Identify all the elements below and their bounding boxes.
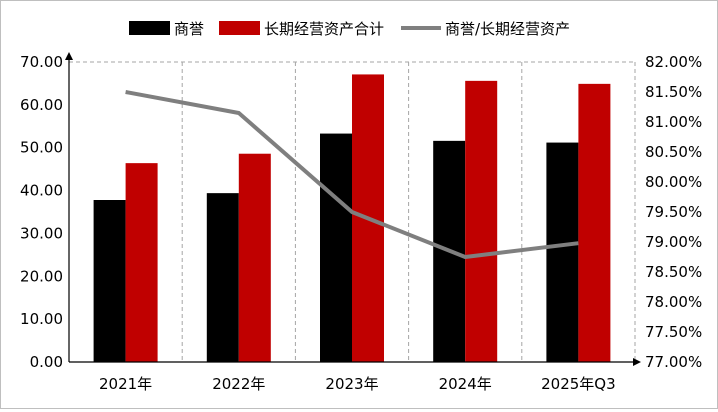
x-tick-label: 2022年 [212,375,265,393]
bar-long-term-assets-1 [239,154,271,362]
left-tick-label: 20.00 [20,267,63,285]
right-tick-label: 79.00% [645,233,702,251]
left-tick-label: 70.00 [20,53,63,71]
legend-label: 长期经营资产合计 [264,20,384,38]
bar-goodwill-1 [207,193,239,362]
right-tick-label: 77.00% [645,353,702,371]
x-tick-label: 2025年Q3 [541,375,616,393]
x-tick-label: 2024年 [439,375,492,393]
x-tick-label: 2023年 [325,375,378,393]
right-tick-label: 78.50% [645,263,702,281]
bar-long-term-assets-3 [465,81,497,362]
right-tick-label: 79.50% [645,203,702,221]
left-tick-label: 30.00 [20,224,63,242]
legend-label: 商誉/长期经营资产 [445,20,570,38]
bar-goodwill-4 [546,143,578,362]
x-tick-label: 2021年 [99,375,152,393]
right-tick-label: 80.50% [645,143,702,161]
left-axis-arrow-icon [65,52,73,60]
left-tick-label: 40.00 [20,182,63,200]
left-tick-label: 50.00 [20,139,63,157]
bar-long-term-assets-0 [126,163,158,362]
bar-goodwill-2 [320,134,352,362]
x-axis-arrow-icon [633,358,641,366]
left-tick-label: 10.00 [20,310,63,328]
left-tick-label: 60.00 [20,96,63,114]
bar-goodwill-0 [94,200,126,362]
right-tick-label: 78.00% [645,293,702,311]
right-tick-label: 82.00% [645,53,702,71]
legend-swatch-1 [219,21,260,35]
bar-long-term-assets-4 [578,84,610,362]
right-tick-label: 81.50% [645,83,702,101]
right-tick-label: 77.50% [645,323,702,341]
right-tick-label: 80.00% [645,173,702,191]
legend-swatch-0 [129,21,170,35]
right-tick-label: 81.00% [645,113,702,131]
left-tick-label: 0.00 [30,353,63,371]
legend-label: 商誉 [174,20,204,38]
